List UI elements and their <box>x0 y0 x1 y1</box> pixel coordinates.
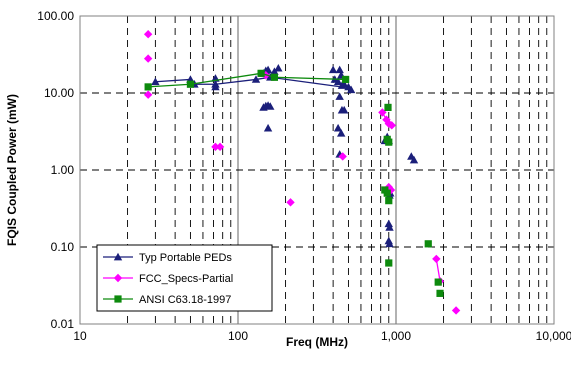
data-point <box>215 142 225 152</box>
data-point <box>333 77 343 86</box>
data-point <box>144 83 152 91</box>
data-point <box>385 223 394 231</box>
data-point <box>383 189 391 197</box>
data-point <box>339 80 349 88</box>
x-tick-label: 10 <box>73 329 87 343</box>
data-point <box>436 289 444 297</box>
x-tick-label: 1,000 <box>381 329 411 343</box>
data-point <box>335 92 344 100</box>
legend: Typ Portable PEDs FCC_Specs-Partial ANSI C… <box>96 244 273 312</box>
legend-label: FCC_Specs-Partial <box>139 273 233 285</box>
data-point <box>333 123 343 132</box>
legend-item: FCC_Specs-Partial <box>103 273 233 285</box>
series <box>143 30 461 315</box>
data-point <box>186 80 195 88</box>
data-point <box>424 240 432 248</box>
legend-label: Typ Portable PEDs <box>139 252 232 264</box>
x-axis-title: Freq (MHz) <box>286 335 348 349</box>
data-point <box>346 85 356 94</box>
legend-marker <box>114 295 122 303</box>
data-point <box>263 123 273 132</box>
data-point <box>384 219 393 228</box>
data-point <box>385 259 393 267</box>
series-1 <box>151 63 419 248</box>
axes: 10 100 1,000 10,000 0.01 0.10 1.00 10.00 100.00 <box>37 9 571 343</box>
data-point <box>335 65 344 74</box>
data-point <box>385 239 394 248</box>
data-point <box>211 142 220 152</box>
data-point <box>266 102 275 110</box>
x-tick-label: 10,000 <box>536 329 571 343</box>
data-point <box>328 65 338 74</box>
data-point <box>409 155 419 164</box>
data-point <box>257 69 265 77</box>
x-tick-label: 100 <box>228 329 248 343</box>
plot-frame <box>79 15 555 325</box>
series-line <box>435 258 441 282</box>
data-point <box>270 73 279 81</box>
data-point <box>143 30 153 39</box>
data-point <box>451 306 461 315</box>
data-point <box>251 75 261 83</box>
data-point <box>385 138 393 146</box>
data-point <box>151 77 160 86</box>
data-point <box>143 90 153 99</box>
y-tick-label: 1.00 <box>51 163 75 177</box>
data-point <box>274 63 283 72</box>
data-point <box>143 54 153 63</box>
data-point <box>339 105 349 114</box>
legend-item: Typ Portable PEDs <box>103 252 232 264</box>
data-point <box>338 152 347 161</box>
data-point <box>385 197 393 205</box>
legend-marker <box>113 273 123 283</box>
data-point <box>211 82 220 91</box>
data-point <box>342 75 350 84</box>
data-point <box>434 278 442 286</box>
series-3 <box>144 69 444 297</box>
data-point <box>286 198 295 207</box>
y-axis-title: FQIS Coupled Power (mW) <box>5 94 19 246</box>
legend-label: ANSI C63.18-1997 <box>139 294 231 306</box>
data-point <box>337 129 346 137</box>
data-point <box>384 103 392 112</box>
data-point <box>387 121 396 130</box>
y-tick-label: 0.10 <box>51 240 75 254</box>
y-tick-label: 0.01 <box>51 317 75 331</box>
y-tick-label: 10.00 <box>44 86 74 100</box>
data-point <box>432 254 441 264</box>
legend-marker <box>113 252 123 261</box>
y-tick-label: 100.00 <box>37 9 74 23</box>
legend-item: ANSI C63.18-1997 <box>103 294 231 306</box>
